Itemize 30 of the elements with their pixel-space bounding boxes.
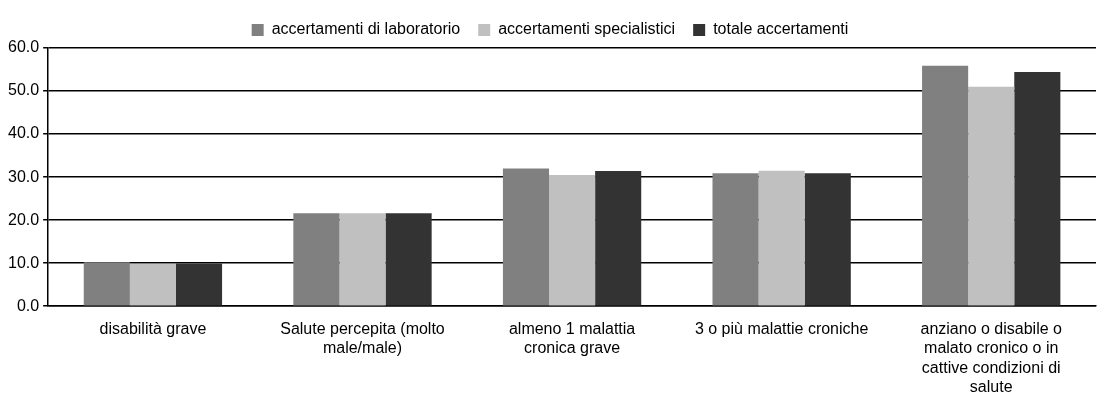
- bar: [595, 171, 642, 306]
- bar: [922, 65, 969, 306]
- bar: [502, 168, 550, 306]
- bar: [804, 173, 851, 306]
- y-tick-label: 10.0: [8, 253, 40, 271]
- bar: [549, 174, 596, 306]
- x-tick-label: anziano o disabile o malato cronico o in cattive condizioni di salute: [920, 320, 1063, 395]
- y-tick-label: 50.0: [8, 81, 40, 99]
- bar: [758, 170, 805, 306]
- x-tick-label: disabilità grave: [99, 320, 207, 338]
- legend-label: accertamenti di laboratorio: [271, 20, 461, 38]
- bar: [385, 213, 432, 306]
- bar: [339, 213, 386, 306]
- bar: [129, 264, 176, 306]
- y-tick-label: 60.0: [8, 38, 40, 56]
- y-tick-label: 30.0: [8, 167, 40, 185]
- bar: [83, 262, 130, 306]
- bar: [712, 173, 759, 306]
- legend-label: totale accertamenti: [713, 20, 849, 38]
- bar: [293, 213, 340, 306]
- x-tick-label: 3 o più malattie croniche: [694, 320, 869, 338]
- bar: [968, 86, 1015, 306]
- bar: [175, 263, 223, 306]
- y-tick-label: 0.0: [16, 296, 40, 314]
- bar: [1014, 72, 1061, 306]
- legend-label: accertamenti specialistici: [498, 20, 676, 38]
- y-tick-label: 20.0: [8, 210, 40, 228]
- x-tick-label: almeno 1 malattia cronica grave: [508, 320, 636, 357]
- x-tick-label: Salute percepita (molto male/male): [280, 320, 445, 357]
- y-tick-label: 40.0: [8, 124, 40, 142]
